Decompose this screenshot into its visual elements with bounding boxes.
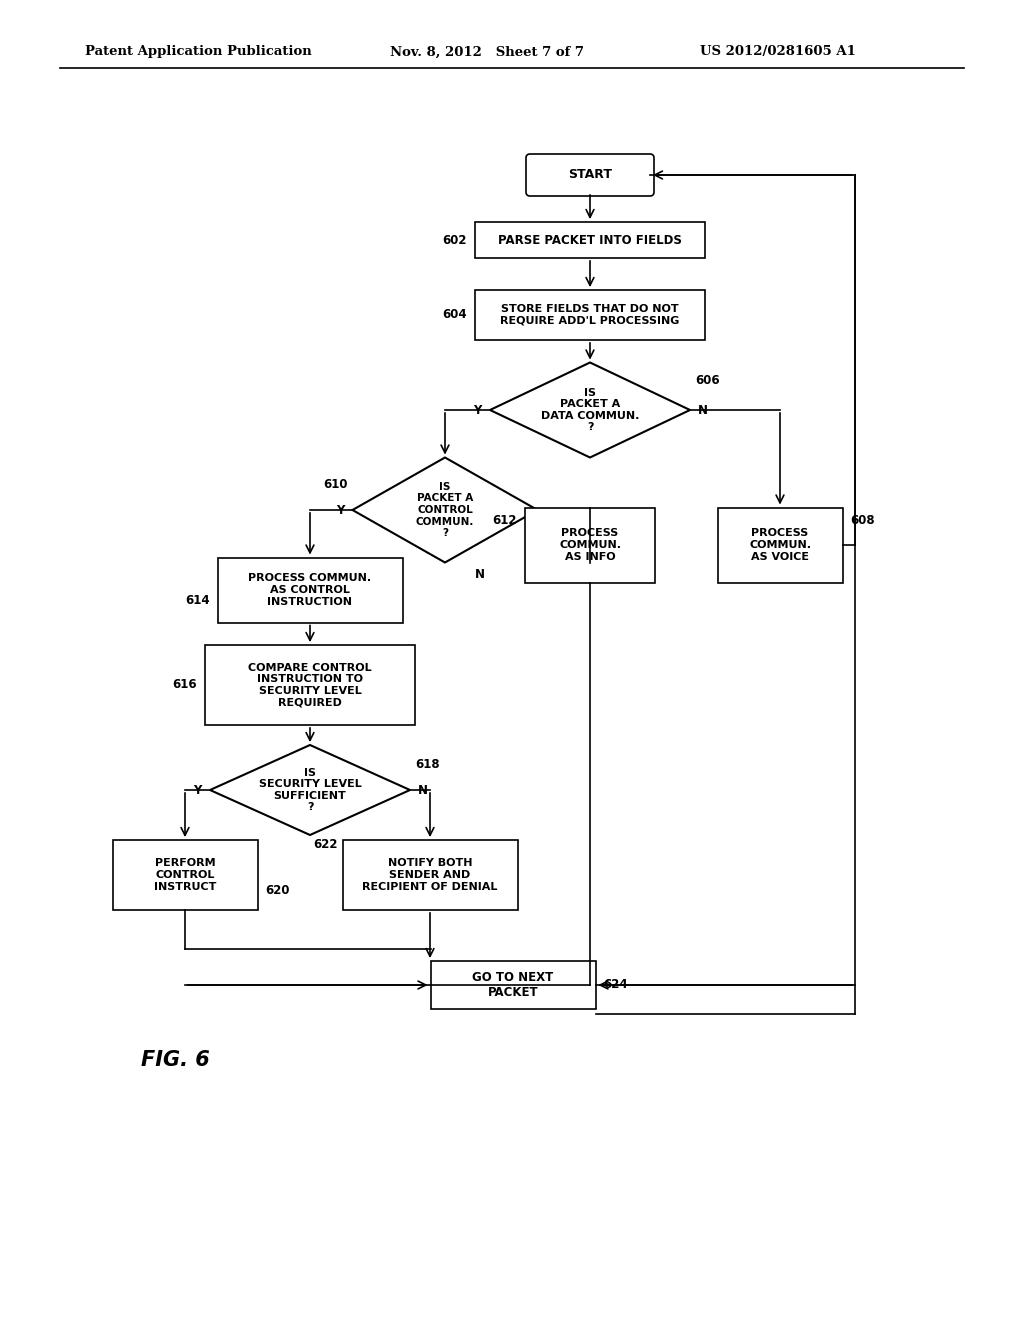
Text: 620: 620: [265, 883, 290, 896]
Text: Y: Y: [474, 404, 482, 417]
Text: N: N: [475, 568, 485, 581]
Text: 602: 602: [442, 234, 467, 247]
Text: 614: 614: [185, 594, 210, 606]
Bar: [205, 645, 415, 725]
Bar: [217, 557, 402, 623]
Text: 624: 624: [603, 978, 628, 991]
Polygon shape: [210, 744, 410, 836]
FancyBboxPatch shape: [526, 154, 654, 195]
Text: FIG. 6: FIG. 6: [140, 1049, 209, 1071]
Text: COMPARE CONTROL
INSTRUCTION TO
SECURITY LEVEL
REQUIRED: COMPARE CONTROL INSTRUCTION TO SECURITY …: [248, 663, 372, 708]
Polygon shape: [490, 363, 690, 458]
Text: Patent Application Publication: Patent Application Publication: [85, 45, 311, 58]
Bar: [525, 507, 655, 582]
Text: US 2012/0281605 A1: US 2012/0281605 A1: [700, 45, 856, 58]
Text: IS
PACKET A
DATA COMMUN.
?: IS PACKET A DATA COMMUN. ?: [541, 388, 639, 433]
Text: 612: 612: [493, 513, 517, 527]
Text: Y: Y: [194, 784, 202, 796]
Text: 606: 606: [695, 374, 720, 387]
Text: IS
SECURITY LEVEL
SUFFICIENT
?: IS SECURITY LEVEL SUFFICIENT ?: [259, 768, 361, 812]
Text: 610: 610: [323, 479, 347, 491]
Text: START: START: [568, 169, 612, 181]
Text: PROCESS COMMUN.
AS CONTROL
INSTRUCTION: PROCESS COMMUN. AS CONTROL INSTRUCTION: [249, 573, 372, 607]
Text: 616: 616: [172, 678, 197, 692]
Polygon shape: [352, 458, 538, 562]
Text: GO TO NEXT
PACKET: GO TO NEXT PACKET: [472, 972, 554, 999]
Text: PROCESS
COMMUN.
AS INFO: PROCESS COMMUN. AS INFO: [559, 528, 621, 561]
Text: STORE FIELDS THAT DO NOT
REQUIRE ADD'L PROCESSING: STORE FIELDS THAT DO NOT REQUIRE ADD'L P…: [501, 304, 680, 326]
Text: 618: 618: [415, 759, 439, 771]
Bar: [718, 507, 843, 582]
Bar: [475, 290, 705, 341]
Text: PERFORM
CONTROL
INSTRUCT: PERFORM CONTROL INSTRUCT: [154, 858, 216, 891]
Bar: [475, 222, 705, 257]
Text: N: N: [418, 784, 428, 796]
Bar: [113, 840, 257, 909]
Text: 622: 622: [313, 838, 338, 851]
Text: NOTIFY BOTH
SENDER AND
RECIPIENT OF DENIAL: NOTIFY BOTH SENDER AND RECIPIENT OF DENI…: [362, 858, 498, 891]
Text: IS
PACKET A
CONTROL
COMMUN.
?: IS PACKET A CONTROL COMMUN. ?: [416, 482, 474, 539]
Text: Nov. 8, 2012   Sheet 7 of 7: Nov. 8, 2012 Sheet 7 of 7: [390, 45, 584, 58]
Text: PROCESS
COMMUN.
AS VOICE: PROCESS COMMUN. AS VOICE: [749, 528, 811, 561]
Text: 608: 608: [851, 513, 876, 527]
Text: N: N: [698, 404, 708, 417]
Text: Y: Y: [336, 503, 344, 516]
Bar: [342, 840, 517, 909]
Bar: [430, 961, 596, 1008]
Text: PARSE PACKET INTO FIELDS: PARSE PACKET INTO FIELDS: [498, 234, 682, 247]
Text: 604: 604: [442, 309, 467, 322]
